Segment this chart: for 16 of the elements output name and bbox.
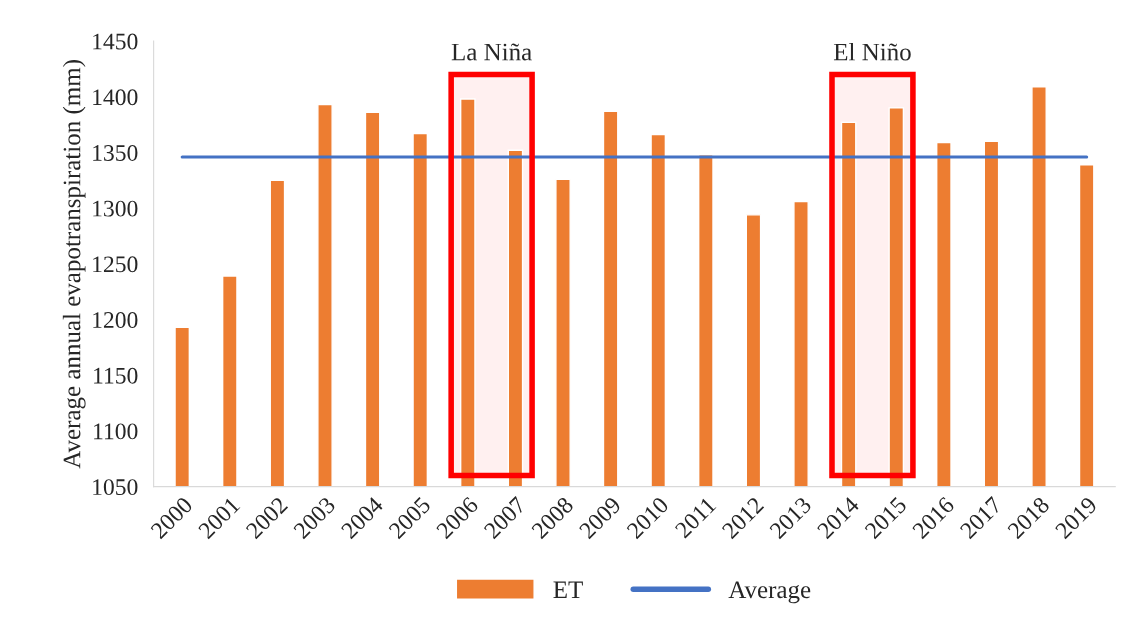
x-tick-label: 2001 [197, 496, 241, 540]
y-tick-label: 1400 [93, 89, 138, 106]
y-tick-label: 1150 [94, 367, 138, 384]
y-tick-label: 1250 [93, 256, 138, 273]
y-tick-label: 1050 [93, 479, 138, 496]
y-tick-label: 1100 [94, 423, 138, 440]
y-axis-title: Average annual evapotranspiration (mm) [62, 60, 86, 469]
y-tick-label: 1300 [93, 200, 138, 217]
y-tick-label: 1200 [93, 312, 138, 328]
band-label: El Niño [833, 42, 911, 61]
legend-label: ET [553, 581, 583, 598]
y-tick-label: 1450 [93, 33, 138, 50]
band-label: La Niña [451, 43, 532, 61]
x-tick-label: 2011 [674, 496, 717, 539]
legend-label: Average [728, 581, 811, 604]
y-tick-label: 1350 [93, 144, 138, 161]
